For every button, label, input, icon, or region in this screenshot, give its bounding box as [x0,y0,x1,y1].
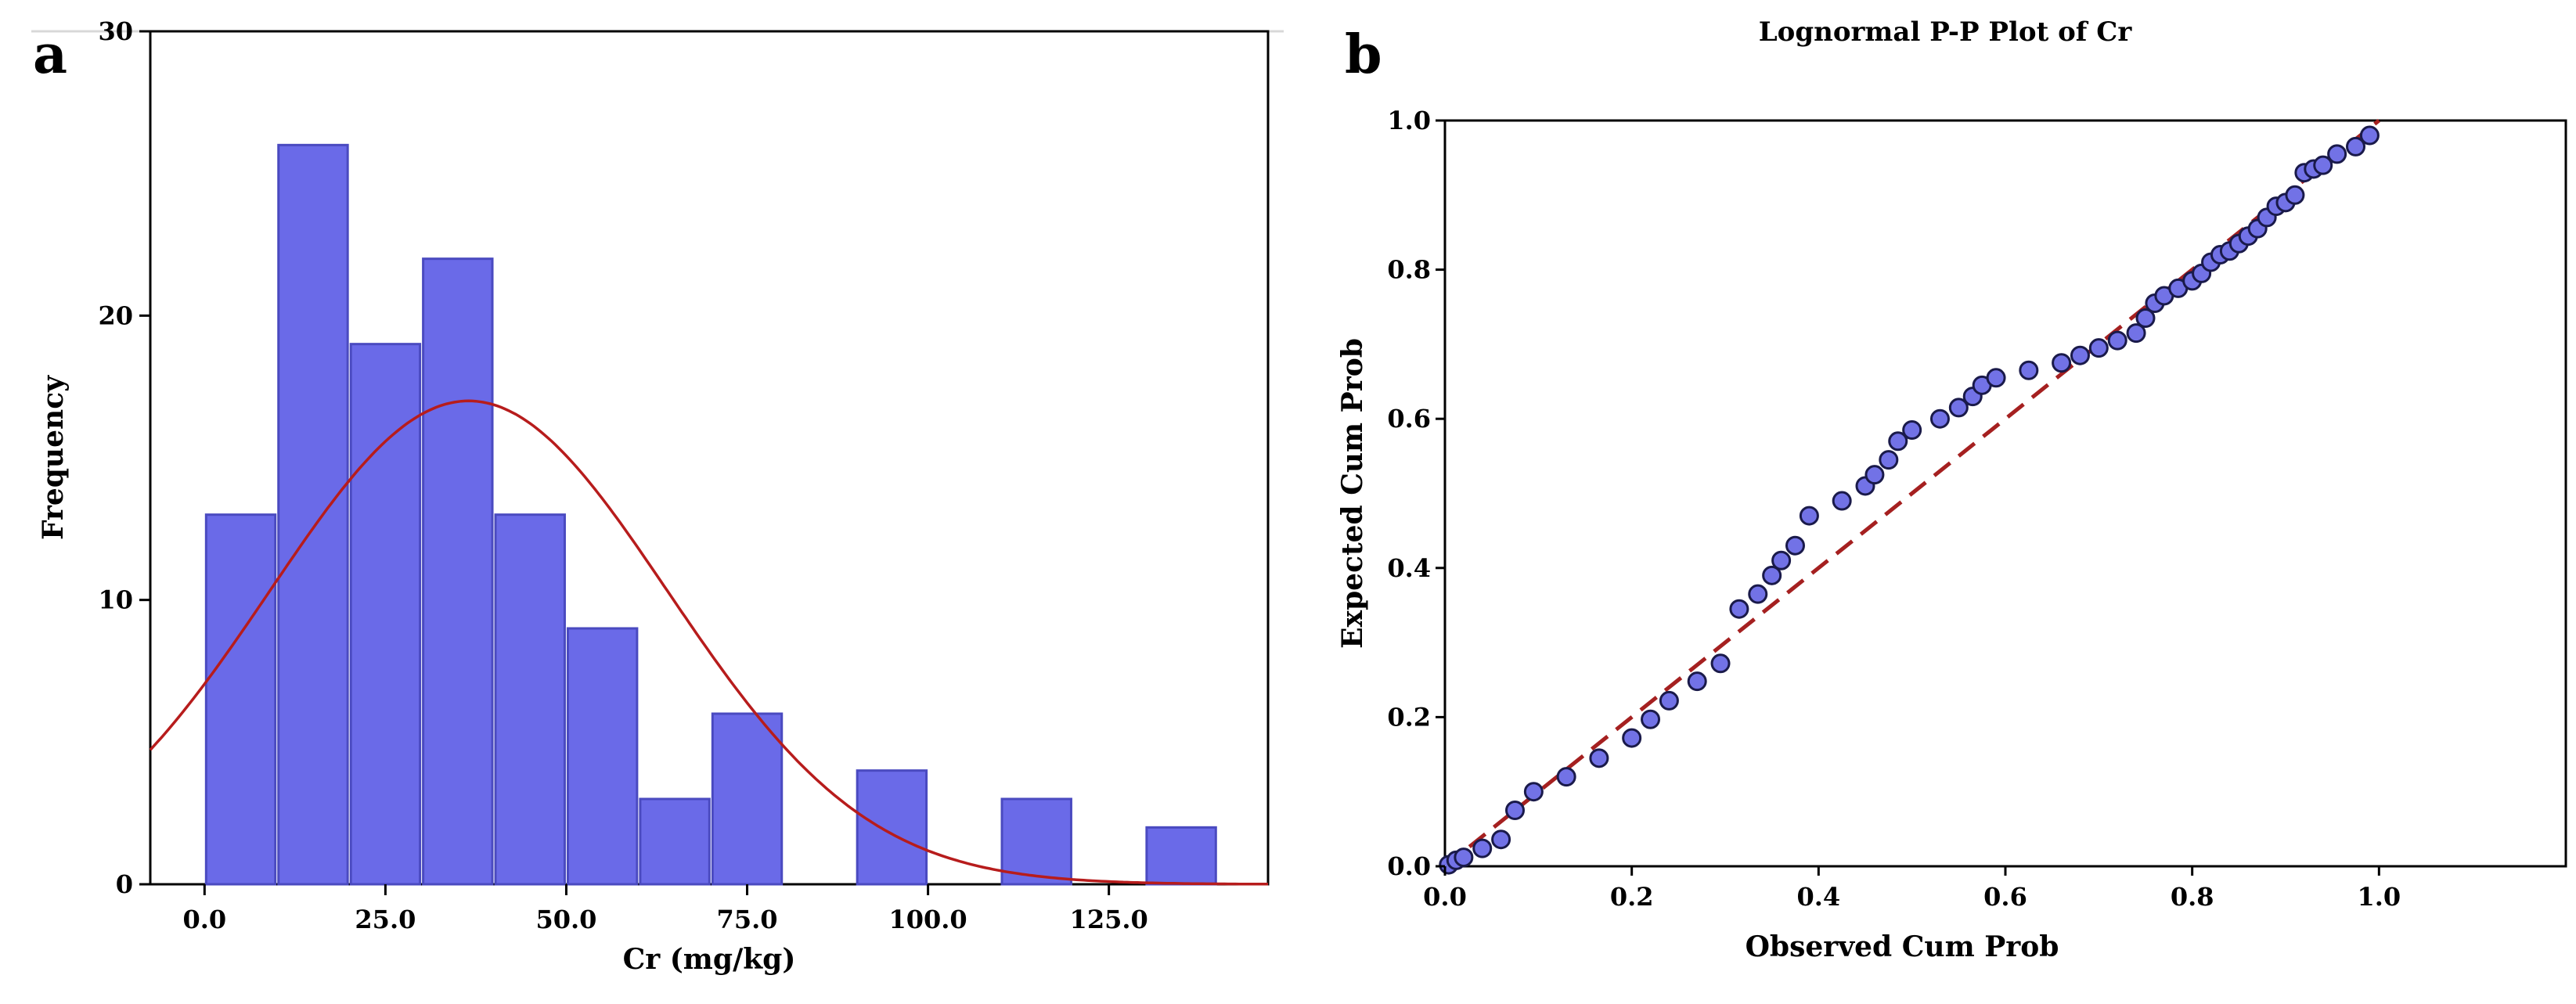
histogram-bar [566,627,639,886]
y-tick-label: 0.8 [1387,255,1431,285]
x-tick-label: 0.0 [1423,882,1467,912]
reference-line [1443,119,2380,868]
y-tick-label: 0.6 [1387,404,1431,434]
y-tick-label: 0.4 [1387,553,1431,583]
data-point [1454,847,1474,868]
histogram-bar [1145,826,1217,886]
x-tick-label: 25.0 [355,905,416,934]
data-point [1785,535,1805,556]
data-point [2327,144,2347,164]
data-point [1710,653,1731,674]
x-axis-label: Cr (mg/kg) [623,943,796,976]
chart-title: Lognormal P-P Plot of Cr [1759,16,2133,48]
x-tick-label: 0.6 [1983,882,2027,912]
data-point [1879,450,1899,470]
data-point [2313,155,2333,175]
x-tick-label: 1.0 [2357,882,2401,912]
plot-frame [1443,119,2567,868]
data-point [1986,368,2006,388]
histogram-bar [349,343,422,886]
data-point [1771,550,1792,570]
y-tick-label: 30 [98,16,133,46]
data-point [1523,782,1544,802]
data-point [1729,599,1749,619]
data-point [1505,801,1525,821]
panel-label-b: b [1345,23,1382,86]
data-point [1491,829,1511,850]
data-point [1659,690,1679,711]
data-point [1472,838,1493,858]
data-point [2346,136,2365,157]
y-tick-label: 0.2 [1387,702,1431,732]
histogram-bar [422,257,494,886]
histogram-bar [1000,797,1072,886]
panel-label-a: a [33,23,68,86]
y-axis-label: Expected Cum Prob [1336,338,1369,649]
x-tick-label: 125.0 [1070,905,1148,934]
data-point [2135,308,2156,329]
normal-curve [149,399,1268,886]
data-point [1902,419,1922,440]
data-point [2126,323,2146,344]
y-tick-label: 20 [98,300,133,330]
x-tick-label: 0.0 [182,905,226,934]
histogram-bar [639,797,711,886]
x-tick-label: 0.8 [2171,882,2214,912]
data-point [1888,431,1908,452]
data-point [2019,360,2039,380]
x-tick-label: 75.0 [717,905,778,934]
data-point [2052,353,2072,373]
x-tick-label: 100.0 [888,905,967,934]
y-tick-label: 0 [116,869,133,899]
data-point [2070,345,2090,365]
data-point [1864,465,1885,485]
x-axis-label: Observed Cum Prob [1746,930,2059,963]
data-point [1641,709,1661,729]
histogram-bar [204,513,277,886]
data-point [1762,565,1782,585]
data-point [1748,584,1768,604]
data-point [1589,748,1609,768]
data-point [1556,767,1576,787]
x-tick-label: 50.0 [535,905,596,934]
data-point [1622,728,1642,748]
x-tick-label: 0.4 [1796,882,1840,912]
data-point [1948,398,1969,418]
y-tick-label: 1.0 [1387,106,1431,135]
data-point [2088,338,2109,358]
y-tick-label: 10 [98,585,133,615]
data-point [2107,330,2127,351]
y-tick-label: 0.0 [1387,851,1431,881]
data-point [1799,506,1819,526]
y-axis-label: Frequency [37,375,70,540]
data-point [2285,185,2305,205]
data-point [2359,125,2380,146]
data-point [1929,408,1950,429]
histogram-chart: 0 10 20 30 0.0 25.0 50.0 75.0 100.0 125.0 Cr (mg/k… [31,16,1284,976]
histogram-bar [277,143,349,886]
data-point [1687,671,1707,692]
x-tick-label: 0.2 [1610,882,1654,912]
histogram-bar [856,769,928,886]
histogram-bar [494,513,566,886]
data-point [1832,491,1852,511]
